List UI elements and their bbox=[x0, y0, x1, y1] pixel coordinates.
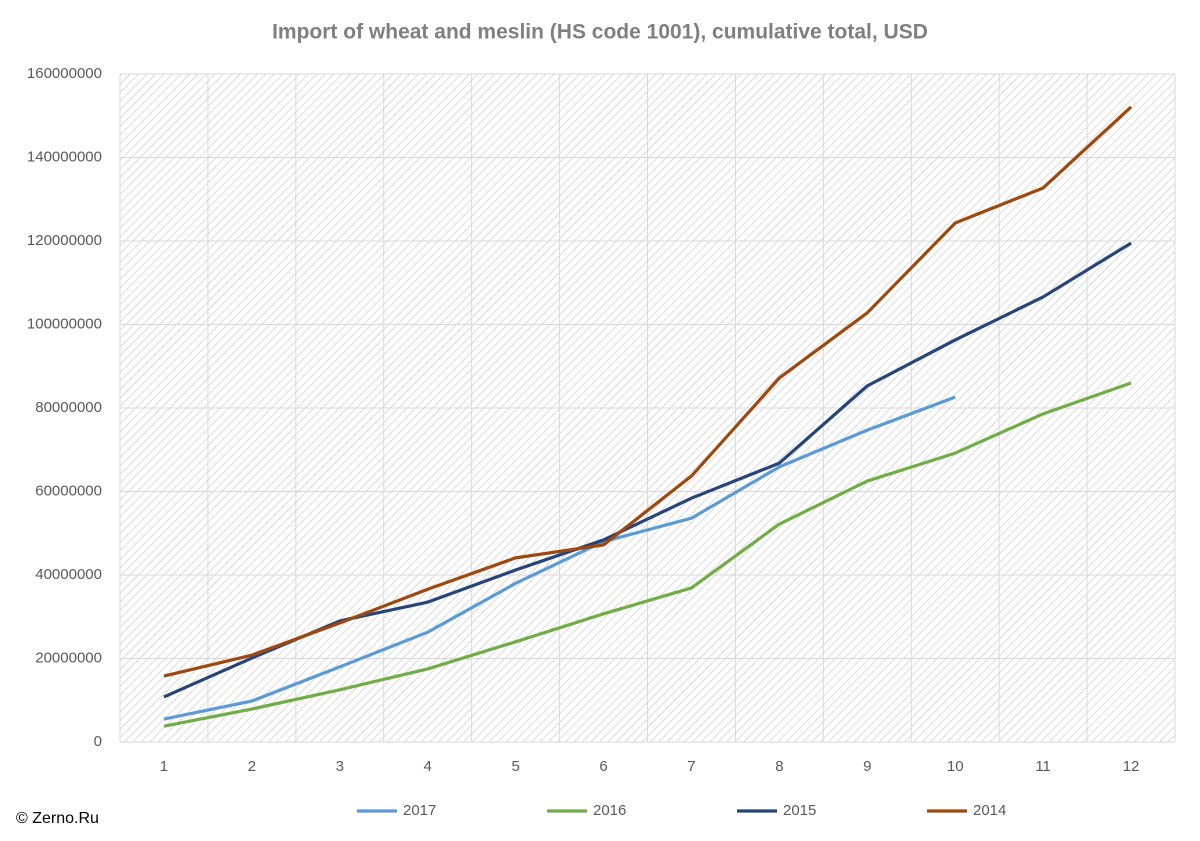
x-tick-label: 10 bbox=[947, 758, 964, 775]
x-tick-label: 11 bbox=[1035, 758, 1051, 775]
legend-label: 2016 bbox=[593, 802, 626, 819]
y-tick-label: 20000000 bbox=[35, 649, 102, 666]
x-tick-label: 4 bbox=[424, 758, 432, 775]
source: © Zerno.Ru bbox=[16, 810, 99, 827]
x-tick-label: 1 bbox=[160, 758, 168, 775]
series-line bbox=[163, 105, 1133, 678]
legend-label: 2014 bbox=[973, 802, 1006, 819]
y-tick-label: 120000000 bbox=[27, 232, 102, 249]
y-tick-label: 100000000 bbox=[27, 315, 102, 332]
x-tick-label: 9 bbox=[863, 758, 871, 775]
chart-title: Import of wheat and meslin (HS code 1001… bbox=[272, 21, 928, 44]
y-tick-label: 0 bbox=[94, 733, 102, 750]
x-tick-label: 2 bbox=[248, 758, 256, 775]
y-tick-label: 40000000 bbox=[35, 566, 102, 583]
y-tick-label: 160000000 bbox=[27, 65, 102, 82]
y-tick-label: 140000000 bbox=[27, 148, 102, 165]
y-tick-label: 80000000 bbox=[35, 399, 102, 416]
legend-label: 2015 bbox=[783, 802, 816, 819]
x-tick-label: 12 bbox=[1123, 758, 1140, 775]
x-tick-label: 8 bbox=[775, 758, 783, 775]
x-tick-label: 5 bbox=[511, 758, 519, 775]
x-tick-label: 3 bbox=[336, 758, 344, 775]
x-tick-label: 6 bbox=[599, 758, 607, 775]
legend-label: 2017 bbox=[403, 802, 436, 819]
series-line bbox=[163, 381, 1132, 728]
x-tick-label: 7 bbox=[687, 758, 695, 775]
series-line bbox=[163, 395, 956, 721]
y-tick-label: 60000000 bbox=[35, 482, 102, 499]
